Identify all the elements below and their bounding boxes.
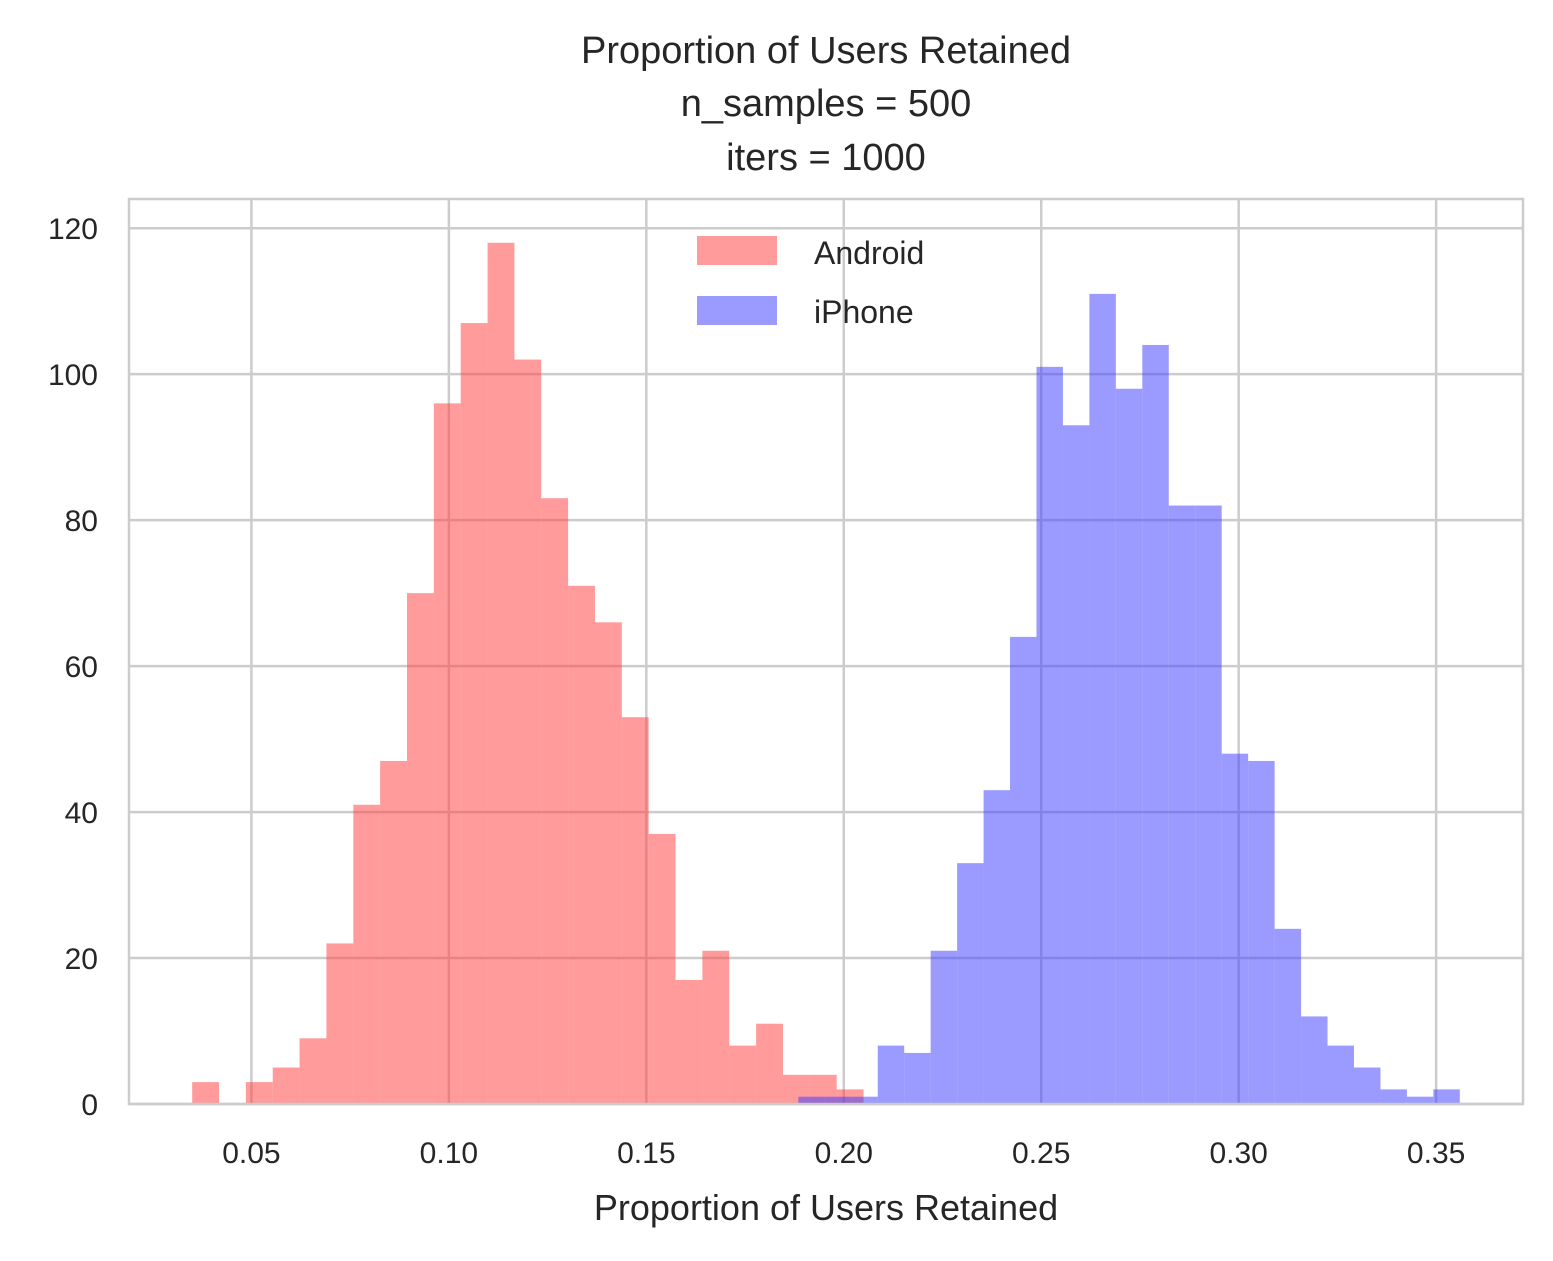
chart-title-line-1: Proportion of Users Retained <box>581 30 1071 72</box>
bar-iphone <box>1353 1067 1381 1104</box>
x-tick-label: 0.05 <box>222 1137 280 1170</box>
bar-iphone <box>798 1096 825 1104</box>
y-tick-label: 0 <box>81 1089 98 1122</box>
bar-iphone <box>1195 505 1222 1105</box>
bar-android <box>514 359 542 1104</box>
x-tick-label: 0.15 <box>617 1137 675 1170</box>
bar-android <box>729 1045 757 1104</box>
bar-iphone <box>1221 753 1249 1104</box>
bar-iphone <box>1433 1089 1460 1104</box>
bar-iphone <box>1010 636 1037 1104</box>
y-tick-label: 20 <box>65 943 98 976</box>
chart-title-line-2: n_samples = 500 <box>681 83 971 125</box>
bar-iphone <box>1036 366 1063 1104</box>
bar-android <box>272 1067 300 1104</box>
chart-title-line-3: iters = 1000 <box>726 137 926 179</box>
y-tick-label: 40 <box>65 797 98 830</box>
bar-android <box>675 979 703 1104</box>
bar-iphone <box>1062 425 1090 1104</box>
x-tick-label: 0.10 <box>420 1137 478 1170</box>
bar-android <box>594 622 622 1104</box>
y-tick-label: 100 <box>48 359 98 392</box>
bar-android <box>460 323 488 1104</box>
bar-iphone <box>1380 1089 1407 1104</box>
bar-iphone <box>1168 505 1196 1105</box>
x-axis-label: Proportion of Users Retained <box>594 1187 1058 1228</box>
bar-android <box>380 760 408 1104</box>
chart-title: Proportion of Users Retained n_samples =… <box>581 30 1071 179</box>
y-tick-label: 60 <box>65 651 98 684</box>
bar-iphone <box>1089 293 1116 1104</box>
bar-iphone <box>824 1096 852 1104</box>
y-tick-label: 120 <box>48 213 98 246</box>
bar-android <box>326 943 354 1104</box>
bar-android <box>192 1082 220 1104</box>
series-iphone <box>798 293 1460 1105</box>
bar-android <box>621 717 649 1104</box>
bar-iphone <box>1301 1016 1328 1104</box>
x-axis-ticks: 0.05 0.10 0.15 0.20 0.25 0.30 0.35 <box>222 1137 1465 1170</box>
y-axis-ticks: 0 20 40 60 80 100 120 <box>48 213 98 1122</box>
bar-iphone <box>1115 388 1143 1104</box>
bar-iphone <box>1406 1096 1434 1104</box>
bar-iphone <box>1248 760 1275 1104</box>
bar-iphone <box>1274 928 1302 1104</box>
legend-swatch-android <box>697 236 777 265</box>
x-tick-label: 0.30 <box>1209 1137 1267 1170</box>
bar-iphone <box>957 863 984 1104</box>
bar-iphone <box>1142 344 1169 1104</box>
bar-android <box>299 1038 327 1104</box>
bar-android <box>433 403 461 1104</box>
legend-label-android: Android <box>814 235 924 271</box>
bar-android <box>702 950 730 1104</box>
bar-android <box>245 1082 273 1104</box>
histogram-bars <box>192 242 1460 1105</box>
x-tick-label: 0.20 <box>815 1137 873 1170</box>
plot-frame <box>127 197 1525 1106</box>
bar-android <box>487 242 515 1104</box>
bar-iphone <box>851 1096 878 1104</box>
bar-android <box>648 833 676 1104</box>
bar-iphone <box>1327 1045 1354 1104</box>
bar-android <box>756 1023 783 1104</box>
bar-android <box>353 804 381 1104</box>
legend-swatch-iphone <box>697 296 777 325</box>
x-tick-label: 0.25 <box>1012 1137 1070 1170</box>
legend: Android iPhone <box>697 235 924 330</box>
bar-iphone <box>877 1045 905 1104</box>
bar-iphone <box>930 950 958 1104</box>
series-android <box>192 242 864 1104</box>
x-tick-label: 0.35 <box>1407 1137 1465 1170</box>
bar-iphone <box>904 1052 931 1104</box>
y-tick-label: 80 <box>65 505 98 538</box>
bar-iphone <box>983 790 1011 1104</box>
bar-android <box>407 593 434 1104</box>
bar-android <box>568 585 595 1104</box>
bar-android <box>541 498 569 1104</box>
legend-label-iphone: iPhone <box>814 294 914 330</box>
